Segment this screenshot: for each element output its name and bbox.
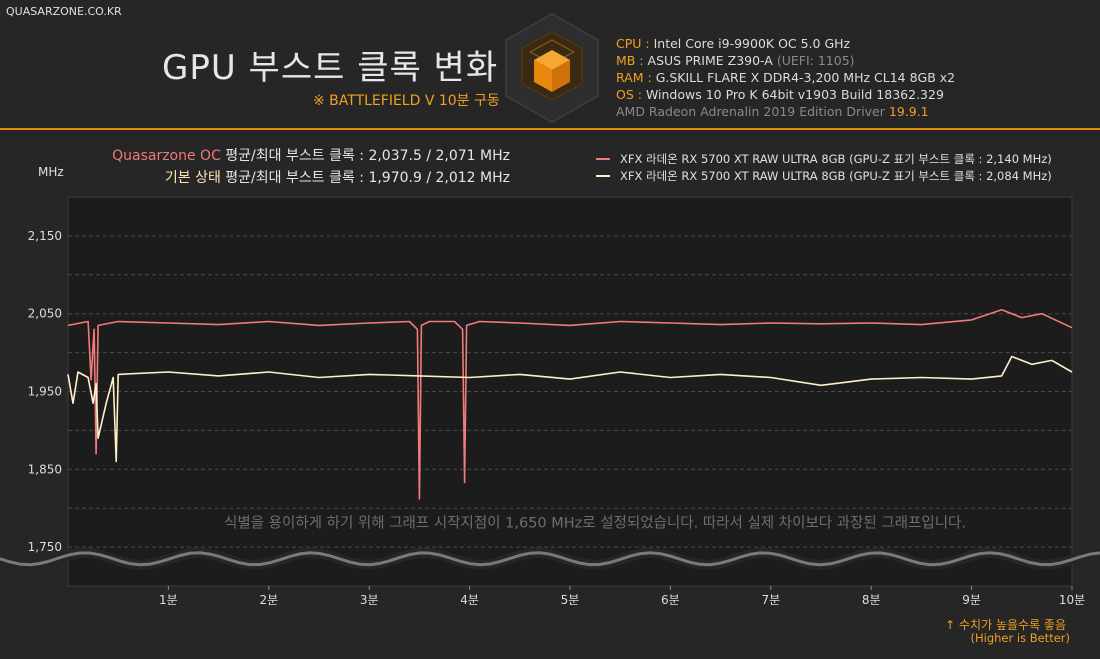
spec-mb-value: ASUS PRIME Z390-A bbox=[647, 53, 773, 68]
x-tick-label: 2분 bbox=[259, 593, 278, 607]
series-line-oc bbox=[67, 308, 1073, 500]
spec-cpu: CPU : Intel Core i9-9900K OC 5.0 GHz bbox=[616, 36, 850, 51]
legend-entry-oc: XFX 라데온 RX 5700 XT RAW ULTRA 8GB (GPU-Z … bbox=[596, 151, 1052, 167]
y-tick-label: 2,150 bbox=[28, 229, 62, 243]
x-tick-label: 6분 bbox=[661, 593, 680, 607]
series-line-base bbox=[67, 355, 1073, 463]
site-name: QUASARZONE.CO.KR bbox=[6, 5, 122, 18]
spec-mb: MB : ASUS PRIME Z390-A (UEFI: 1105) bbox=[616, 53, 855, 68]
y-tick-label: 1,850 bbox=[28, 462, 62, 476]
x-tick-label: 10분 bbox=[1059, 593, 1085, 607]
quasarzone-cube-logo bbox=[505, 12, 599, 124]
spec-ram: RAM : G.SKILL FLARE X DDR4-3,200 MHz CL1… bbox=[616, 70, 955, 85]
header-divider bbox=[0, 128, 1100, 130]
spec-cpu-key: CPU : bbox=[616, 36, 650, 51]
spec-cpu-value: Intel Core i9-9900K OC 5.0 GHz bbox=[653, 36, 851, 51]
spec-ram-key: RAM : bbox=[616, 70, 652, 85]
graph-scale-note: 식별을 용이하게 하기 위해 그래프 시작지점이 1,650 MHz로 설정되었… bbox=[224, 515, 966, 532]
summary-oc-label: Quasarzone OC bbox=[112, 148, 221, 164]
x-tick-label: 7분 bbox=[761, 593, 780, 607]
spec-driver-version: 19.9.1 bbox=[888, 104, 929, 119]
spec-mb-key: MB : bbox=[616, 53, 644, 68]
legend-entry-base: XFX 라데온 RX 5700 XT RAW ULTRA 8GB (GPU-Z … bbox=[596, 168, 1052, 184]
legend-swatch-base bbox=[596, 175, 610, 177]
axis-break-wave bbox=[0, 551, 1100, 567]
summary-oc-text: 평균/최대 부스트 클록 : 2,037.5 / 2,071 MHz bbox=[225, 148, 510, 164]
summary-base: 기본 상태 평균/최대 부스트 클록 : 1,970.9 / 2,012 MHz bbox=[165, 167, 510, 187]
spec-ram-value: G.SKILL FLARE X DDR4-3,200 MHz CL14 8GB … bbox=[655, 70, 956, 85]
x-tick-label: 4분 bbox=[460, 593, 479, 607]
legend-swatch-oc bbox=[596, 158, 610, 160]
y-axis-unit: MHz bbox=[38, 165, 64, 179]
legend-label-oc: XFX 라데온 RX 5700 XT RAW ULTRA 8GB (GPU-Z … bbox=[620, 152, 1052, 166]
y-tick-label: 1,750 bbox=[28, 540, 62, 554]
summary-base-text: 평균/최대 부스트 클록 : 1,970.9 / 2,012 MHz bbox=[225, 170, 510, 186]
y-tick-label: 1,950 bbox=[28, 385, 62, 399]
spec-mb-uefi: (UEFI: 1105) bbox=[776, 53, 855, 68]
higher-is-better-label: ↑ 수치가 높을수록 좋음 bbox=[945, 618, 1066, 632]
chart-subtitle: ※ BATTLEFIELD V 10분 구동 bbox=[313, 93, 500, 109]
x-tick-label: 9분 bbox=[962, 593, 981, 607]
higher-is-better-english: (Higher is Better) bbox=[970, 631, 1071, 645]
spec-driver: AMD Radeon Adrenalin 2019 Edition Driver… bbox=[616, 104, 929, 119]
x-tick-label: 3분 bbox=[360, 593, 379, 607]
spec-os: OS : Windows 10 Pro K 64bit v1903 Build … bbox=[616, 87, 944, 102]
y-tick-label: 2,050 bbox=[28, 307, 62, 321]
spec-os-key: OS : bbox=[616, 87, 642, 102]
x-tick-label: 1분 bbox=[159, 593, 178, 607]
x-tick-label: 5분 bbox=[561, 593, 580, 607]
spec-driver-text: AMD Radeon Adrenalin 2019 Edition Driver bbox=[616, 104, 885, 119]
x-tick-label: 8분 bbox=[862, 593, 881, 607]
legend-label-base: XFX 라데온 RX 5700 XT RAW ULTRA 8GB (GPU-Z … bbox=[620, 169, 1052, 183]
spec-os-value: Windows 10 Pro K 64bit v1903 Build 18362… bbox=[645, 87, 944, 102]
summary-oc: Quasarzone OC 평균/최대 부스트 클록 : 2,037.5 / 2… bbox=[112, 145, 510, 165]
summary-base-label: 기본 상태 bbox=[164, 170, 221, 186]
chart-title: GPU 부스트 클록 변화 bbox=[162, 48, 499, 88]
